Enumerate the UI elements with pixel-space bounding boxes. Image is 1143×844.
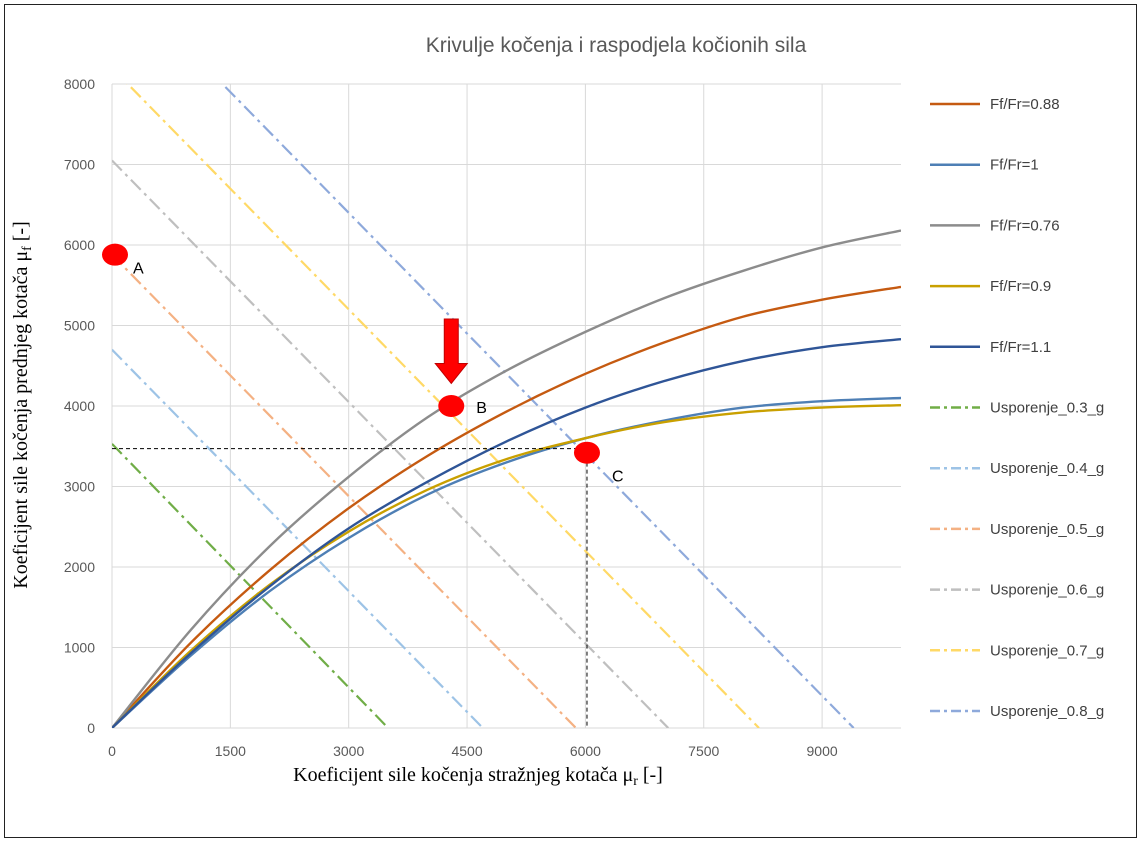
legend-label: Ff/Fr=0.88 bbox=[990, 96, 1060, 113]
y-tick-label: 8000 bbox=[64, 76, 95, 92]
legend-label: Ff/Fr=1.1 bbox=[990, 339, 1051, 356]
y-tick-labels: 0 1000 2000 3000 4000 5000 6000 7000 8000 bbox=[64, 76, 95, 736]
decel-line bbox=[112, 253, 577, 728]
y-axis-label: Koeficijent sile kočenja prednjeg kotača… bbox=[10, 221, 35, 588]
y-tick-label: 1000 bbox=[64, 640, 95, 656]
y-tick-label: 5000 bbox=[64, 318, 95, 334]
braking-curve bbox=[112, 404, 901, 728]
y-tick-label: 2000 bbox=[64, 559, 95, 575]
decel-line bbox=[220, 84, 855, 728]
x-tick-label: 9000 bbox=[807, 743, 838, 759]
y-tick-label: 6000 bbox=[64, 237, 95, 253]
chart-title: Krivulje kočenja i raspodjela kočionih s… bbox=[426, 34, 807, 57]
y-tick-label: 3000 bbox=[64, 479, 95, 495]
legend-label: Ff/Fr=1 bbox=[990, 157, 1039, 174]
point-marker bbox=[102, 243, 128, 266]
point-label: A bbox=[133, 261, 144, 278]
legend-label: Ff/Fr=0.9 bbox=[990, 278, 1051, 295]
guide-lines bbox=[112, 448, 588, 728]
legend-label: Usporenje_0.4_g bbox=[990, 460, 1104, 477]
x-tick-label: 1500 bbox=[215, 743, 246, 759]
legend-label: Usporenje_0.8_g bbox=[990, 703, 1104, 720]
legend-label: Usporenje_0.3_g bbox=[990, 400, 1104, 417]
x-tick-label: 4500 bbox=[451, 743, 482, 759]
x-axis-label: Koeficijent sile kočenja stražnjeg kotač… bbox=[293, 764, 663, 789]
legend-label: Usporenje_0.7_g bbox=[990, 642, 1104, 659]
legend-label: Usporenje_0.6_g bbox=[990, 582, 1104, 599]
braking-curve bbox=[112, 229, 901, 728]
point-marker bbox=[573, 441, 600, 464]
decel-line bbox=[126, 84, 760, 728]
braking-curve bbox=[112, 338, 901, 728]
y-tick-label: 0 bbox=[87, 720, 95, 736]
deceleration-lines bbox=[112, 84, 855, 728]
point-marker bbox=[438, 395, 465, 417]
point-label: B bbox=[476, 400, 487, 417]
x-tick-label: 7500 bbox=[688, 743, 719, 759]
y-tick-label: 4000 bbox=[64, 398, 95, 414]
annotations: A B C bbox=[102, 243, 624, 486]
legend-label: Ff/Fr=0.76 bbox=[990, 217, 1060, 234]
decel-line bbox=[112, 348, 484, 728]
x-tick-label: 3000 bbox=[333, 743, 364, 759]
point-label: C bbox=[612, 469, 624, 486]
braking-curve bbox=[112, 285, 901, 728]
x-tick-label: 0 bbox=[108, 743, 116, 759]
x-tick-labels: 0 1500 3000 4500 6000 7500 9000 bbox=[108, 743, 838, 759]
chart-frame bbox=[4, 4, 1137, 838]
braking-curves bbox=[112, 229, 901, 728]
legend-label: Usporenje_0.5_g bbox=[990, 521, 1104, 538]
y-tick-label: 7000 bbox=[64, 157, 95, 173]
legend: Ff/Fr=0.88 Ff/Fr=1 Ff/Fr=0.76 Ff/Fr=0.9 Ff/F… bbox=[930, 96, 1104, 720]
arrow-down-icon bbox=[434, 318, 469, 385]
braking-curve bbox=[112, 396, 901, 728]
x-tick-label: 6000 bbox=[570, 743, 601, 759]
grid bbox=[111, 83, 901, 729]
